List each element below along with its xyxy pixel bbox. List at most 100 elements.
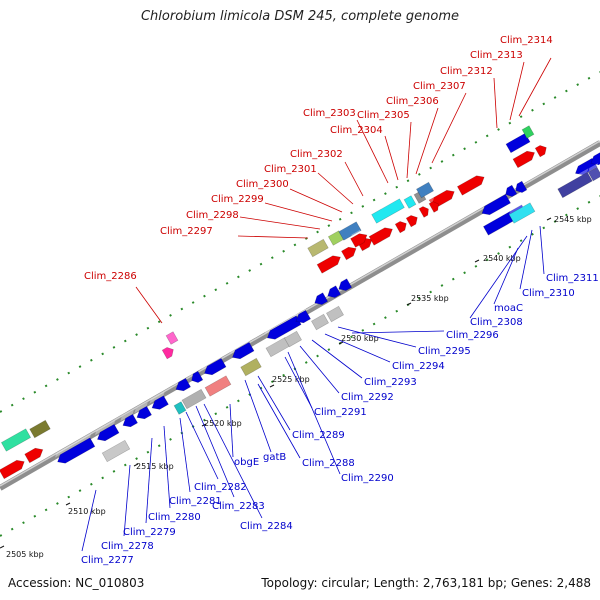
gene-feature	[405, 211, 418, 228]
reverse-gene-label: Clim_2291	[314, 407, 367, 418]
scale-tick-label: 2545 kbp	[554, 215, 592, 224]
gene-feature	[161, 343, 174, 360]
accession-text: Accession: NC_010803	[8, 576, 145, 590]
reverse-label-leaders	[81, 225, 545, 552]
forward-leader-line	[431, 92, 467, 164]
gene-feature	[293, 306, 311, 324]
forward-gene-label: Clim_2300	[236, 179, 289, 190]
reverse-gene-label: Clim_2289	[292, 430, 345, 441]
forward-gene-label: Clim_2298	[186, 210, 239, 221]
forward-leader-line	[509, 61, 525, 121]
gene-feature	[350, 229, 368, 248]
gene-feature	[418, 202, 429, 218]
reverse-gene-label: Clim_2279	[123, 527, 176, 538]
gene-features	[0, 121, 600, 480]
forward-leader-line	[356, 119, 389, 184]
gene-feature	[403, 191, 417, 209]
scale-tick-label: 2535 kbp	[411, 294, 449, 303]
gene-feature	[512, 147, 535, 169]
scale-tick-mark	[133, 463, 139, 467]
gene-feature	[505, 129, 531, 154]
reverse-gene-label: Clim_2278	[101, 541, 154, 552]
gene-feature	[94, 420, 120, 442]
forward-leader-line	[344, 161, 364, 197]
reverse-leader-line	[493, 247, 519, 305]
forward-gene-label: Clim_2301	[264, 164, 317, 175]
reverse-gene-label: Clim_2295	[418, 346, 471, 357]
gene-feature	[240, 354, 262, 377]
forward-leader-line	[406, 121, 412, 179]
reverse-outer-track	[0, 195, 600, 537]
gene-feature	[264, 311, 302, 340]
forward-outer-track	[0, 71, 600, 413]
reverse-leader-line	[203, 403, 263, 519]
reverse-leader-line	[469, 235, 528, 319]
reverse-leader-line	[351, 330, 445, 334]
scale-tick-mark	[269, 384, 275, 388]
gene-feature	[557, 168, 593, 199]
scale-ticks: 2505 kbp 2510 kbp 2515 kbp 2520 kbp 2525 kbp…	[0, 215, 592, 559]
reverse-leader-line	[195, 405, 235, 498]
gene-feature	[181, 385, 207, 410]
scale-tick-label: 2505 kbp	[6, 550, 44, 559]
scale-tick-label: 2520 kbp	[204, 419, 242, 428]
gene-feature	[338, 217, 362, 241]
reverse-gene-label: obgE	[234, 457, 259, 468]
gene-feature	[588, 148, 600, 166]
reverse-gene-label: Clim_2294	[392, 361, 445, 372]
scale-tick-mark	[65, 502, 71, 506]
forward-leader-line	[237, 235, 309, 239]
gene-feature	[173, 374, 191, 392]
reverse-gene-label: Clim_2288	[302, 458, 355, 469]
forward-leader-line	[239, 216, 321, 230]
reverse-leader-line	[287, 351, 341, 475]
reverse-leader-line	[337, 326, 417, 348]
summary-text: Topology: circular; Length: 2,763,181 bp…	[261, 576, 591, 590]
gene-feature	[149, 391, 169, 410]
forward-gene-label: Clim_2306	[386, 96, 439, 107]
gene-feature	[201, 354, 227, 376]
gene-feature	[307, 235, 329, 258]
gene-feature	[24, 444, 44, 464]
gene-feature	[120, 410, 138, 428]
reverse-leader-line	[185, 411, 219, 480]
scale-tick-label: 2540 kbp	[483, 254, 521, 263]
forward-leader-line	[135, 286, 163, 324]
gene-feature	[534, 141, 547, 158]
reverse-gene-label: Clim_2293	[364, 377, 417, 388]
reverse-leader-line	[539, 225, 545, 275]
gene-feature	[456, 171, 485, 196]
reverse-leader-line	[81, 489, 97, 552]
gene-feature	[134, 402, 152, 420]
forward-gene-label: Clim_2305	[357, 110, 410, 121]
forward-leader-line	[264, 202, 333, 222]
reverse-gene-label: Clim_2311	[546, 273, 599, 284]
forward-gene-label: Clim_2307	[413, 81, 466, 92]
gene-feature	[173, 397, 187, 415]
reverse-gene-labels: Clim_2277 Clim_2278 Clim_2279 Clim_2280 Clim…	[81, 273, 599, 566]
gene-feature	[316, 251, 341, 274]
gene-feature	[325, 281, 342, 298]
gene-feature	[368, 223, 393, 246]
scale-tick-label: 2525 kbp	[272, 375, 310, 384]
gene-feature	[326, 302, 344, 323]
gene-feature	[587, 163, 600, 182]
forward-gene-label: Clim_2303	[303, 108, 356, 119]
gene-feature	[189, 367, 204, 383]
forward-leader-line	[384, 135, 399, 181]
reverse-gene-label: Clim_2280	[148, 512, 201, 523]
gene-feature	[521, 121, 535, 139]
gene-feature	[312, 288, 329, 305]
reverse-leader-line	[244, 379, 272, 453]
gene-feature	[394, 217, 407, 234]
reverse-leader-line	[257, 383, 301, 459]
gene-feature	[513, 177, 528, 193]
scale-tick-label: 2510 kbp	[68, 507, 106, 516]
forward-label-leaders	[135, 57, 552, 324]
gene-feature	[55, 433, 96, 464]
gene-feature	[311, 310, 329, 331]
scale-tick-mark	[406, 302, 412, 306]
scale-tick-mark	[0, 545, 5, 549]
gene-feature	[284, 327, 302, 348]
